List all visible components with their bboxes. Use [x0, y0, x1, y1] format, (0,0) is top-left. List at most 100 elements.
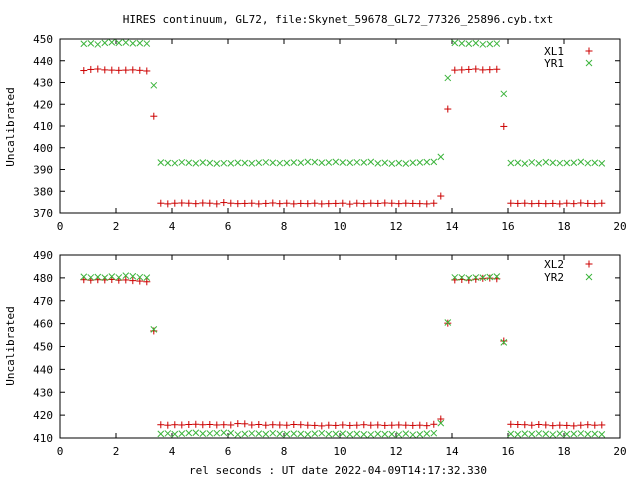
xl2-point — [577, 421, 585, 429]
xl2-point — [325, 421, 333, 429]
yr1-point — [80, 40, 88, 48]
yr2-legend-symbol — [585, 273, 593, 281]
yr2-point — [87, 274, 95, 281]
yr1-point — [360, 159, 368, 166]
xl2-point — [437, 415, 445, 423]
yr2-point — [507, 430, 515, 438]
yr1-point — [395, 159, 403, 167]
lower-x-tick-label: 0 — [57, 445, 64, 458]
yr2-point — [199, 430, 207, 438]
yr1-point — [549, 159, 557, 167]
yr2-point — [437, 419, 445, 427]
xl1-point — [339, 199, 347, 207]
xl1-point — [171, 199, 179, 207]
yr2-point — [500, 339, 508, 346]
yr2-point — [94, 273, 102, 281]
xl1-point — [472, 65, 480, 73]
xl1-point — [402, 199, 410, 207]
upper-x-ticks: 0 2 4 6 8 10 12 14 16 18 20 — [57, 39, 627, 233]
yr1-point — [241, 159, 249, 167]
yr2-point — [486, 273, 494, 281]
yr1-point — [409, 159, 417, 167]
yr2-point — [220, 429, 228, 437]
xl1-point — [500, 122, 508, 130]
yr2-point — [472, 274, 480, 281]
yr2-point — [143, 274, 151, 281]
yr2-point — [458, 274, 466, 281]
yr1-point — [108, 38, 116, 46]
yr2-point — [521, 430, 529, 438]
yr1-point — [444, 74, 452, 82]
xl2-point — [248, 421, 256, 429]
yr1-point — [269, 159, 277, 167]
lower-y-axis-label: Uncalibrated — [4, 306, 17, 385]
xl2-point — [206, 421, 214, 429]
yr1-point — [402, 160, 410, 167]
xl1-point — [129, 66, 137, 74]
lower-y-tick-label: 450 — [33, 341, 53, 354]
yr2-point — [549, 431, 557, 438]
yr1-point — [213, 160, 221, 167]
xl1-point — [178, 199, 186, 207]
yr2-point — [311, 430, 319, 438]
xl1-point — [353, 199, 361, 207]
xl1-point — [290, 200, 298, 208]
xl1-point — [570, 200, 578, 208]
xl1-point — [80, 67, 88, 75]
xl1-point — [276, 200, 284, 208]
yr1-point — [486, 40, 494, 48]
yr1-point — [332, 158, 340, 166]
xl2-point — [290, 421, 298, 429]
upper-legend-marker-xl1 — [585, 47, 593, 55]
xl2-point — [339, 421, 347, 429]
xl1-point — [199, 199, 207, 207]
yr2-point — [101, 274, 109, 281]
xl1-point — [325, 200, 333, 208]
yr2-point — [381, 430, 389, 438]
lower-y-tick-label: 490 — [33, 249, 53, 262]
upper-data-marks — [80, 38, 606, 208]
xl2-point — [122, 276, 130, 284]
yr1-point — [570, 159, 578, 167]
xl2-point — [514, 421, 522, 429]
upper-y-tick-label: 430 — [33, 77, 53, 90]
lower-y-tick-label: 460 — [33, 318, 53, 331]
yr1-point — [451, 39, 459, 47]
xl1-point — [465, 65, 473, 73]
xl1-point — [577, 199, 585, 207]
yr2-point — [528, 430, 536, 438]
xl1-point — [374, 199, 382, 207]
xl2-point — [374, 421, 382, 429]
yr2-point — [493, 273, 501, 280]
yr2-point — [276, 430, 284, 438]
xl2-point — [598, 421, 606, 429]
lower-x-tick-label: 2 — [113, 445, 120, 458]
yr1-point — [101, 39, 109, 47]
xl1-point — [206, 199, 214, 207]
lower-x-tick-label: 6 — [225, 445, 232, 458]
xl1-point — [409, 199, 417, 207]
yr2-point — [430, 429, 438, 437]
xl1-point — [213, 200, 221, 208]
upper-legend-label-yr1: YR1 — [544, 57, 564, 70]
xl1-point — [227, 199, 235, 207]
yr2-point — [122, 272, 130, 279]
xl1-point — [584, 199, 592, 207]
xl2-point — [584, 421, 592, 429]
lower-x-tick-label: 20 — [613, 445, 626, 458]
xl2-point — [220, 421, 228, 429]
xl1-point — [192, 200, 200, 208]
xl2-point — [535, 421, 543, 429]
yr2-point — [129, 272, 137, 280]
upper-y-tick-label: 420 — [33, 98, 53, 111]
yr2-point — [332, 430, 340, 438]
xl2-point — [563, 421, 571, 429]
xl1-point — [528, 200, 536, 208]
yr1-point — [227, 160, 235, 167]
upper-y-tick-label: 450 — [33, 33, 53, 46]
yr2-point — [409, 431, 417, 439]
yr2-point — [353, 430, 361, 438]
xl2-point — [178, 421, 186, 429]
yr1-point — [255, 159, 263, 167]
upper-x-tick-label: 14 — [445, 220, 459, 233]
